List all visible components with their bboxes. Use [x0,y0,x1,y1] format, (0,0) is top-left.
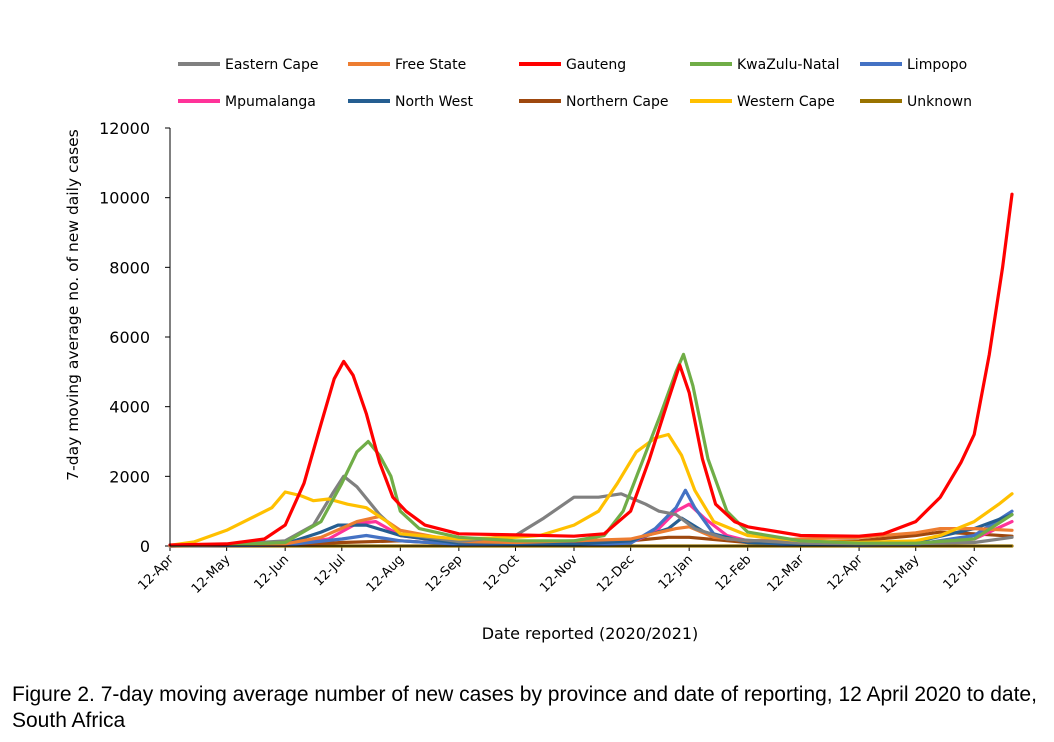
legend-item: North West [348,94,474,110]
y-tick-label: 10000 [99,189,150,208]
x-tick-label: 12-Aug [364,552,407,595]
chart-container: Eastern Cape Free State Gauteng KwaZulu-Nat… [64,57,1014,643]
x-tick-label: 12-Jan [656,552,696,592]
series-line-free-state [168,514,1014,548]
series-line-western-cape [168,432,1014,547]
y-axis-ticks: 0 2000 4000 6000 8000 10000 12000 [99,119,170,556]
legend-label: North West [395,94,474,110]
legend-item: Mpumalanga [178,94,316,110]
y-axis-label: 7-day moving average no. of new daily ca… [64,129,82,480]
x-tick-label: 12-May [878,552,923,597]
series-line-kwazulu-natal [168,352,1014,547]
legend-item: Western Cape [690,94,835,110]
figure-caption: Figure 2. 7-day moving average number of… [12,683,1037,732]
x-tick-label: 12-Nov [537,552,581,596]
x-tick-label: 12-May [189,552,234,597]
x-tick-label: 12-Apr [136,552,178,594]
x-tick-label: 12-Mar [764,552,807,595]
x-tick-label: 12-Oct [481,552,523,594]
legend-label: Unknown [907,94,972,110]
legend-label: Mpumalanga [225,94,316,110]
legend-label: Western Cape [737,94,835,110]
x-tick-label: 12-Jun [941,552,982,593]
y-tick-label: 12000 [99,119,150,138]
legend-item: Unknown [860,94,972,110]
x-axis-label: Date reported (2020/2021) [482,624,699,643]
x-tick-label: 12-Jul [311,552,348,589]
legend-label: Northern Cape [566,94,668,110]
series-line-gauteng [168,192,1014,547]
y-tick-label: 0 [140,537,150,556]
legend-item: Eastern Cape [178,57,319,73]
y-tick-label: 6000 [109,328,150,347]
legend-label: Gauteng [566,57,626,73]
series-line-northern-cape [168,530,1014,548]
x-tick-label: 12-Jun [251,552,292,593]
legend-label: Free State [395,57,466,73]
legend-item: Free State [348,57,466,73]
legend-label: Eastern Cape [225,57,319,73]
series-layer [168,192,1014,548]
legend-item: KwaZulu-Natal [690,57,840,73]
line-chart: Eastern Cape Free State Gauteng KwaZulu-Nat… [64,57,1014,643]
legend-label: Limpopo [907,57,967,73]
legend-item: Gauteng [519,57,626,73]
x-tick-label: 12-Apr [825,552,867,594]
legend: Eastern Cape Free State Gauteng KwaZulu-Nat… [178,57,972,110]
x-axis-ticks: 12-Apr 12-May 12-Jun 12-Jul 12-Aug 12-Sep 12-O… [136,546,982,597]
series-line-eastern-cape [168,474,1014,548]
legend-label: KwaZulu-Natal [737,57,840,73]
x-tick-label: 12-Feb [713,552,755,594]
legend-item: Limpopo [860,57,967,73]
y-tick-label: 4000 [109,398,150,417]
x-tick-label: 12-Dec [594,552,637,595]
legend-item: Northern Cape [519,94,668,110]
x-tick-label: 12-Sep [423,552,466,595]
y-tick-label: 2000 [109,467,150,486]
y-tick-label: 8000 [109,258,150,277]
